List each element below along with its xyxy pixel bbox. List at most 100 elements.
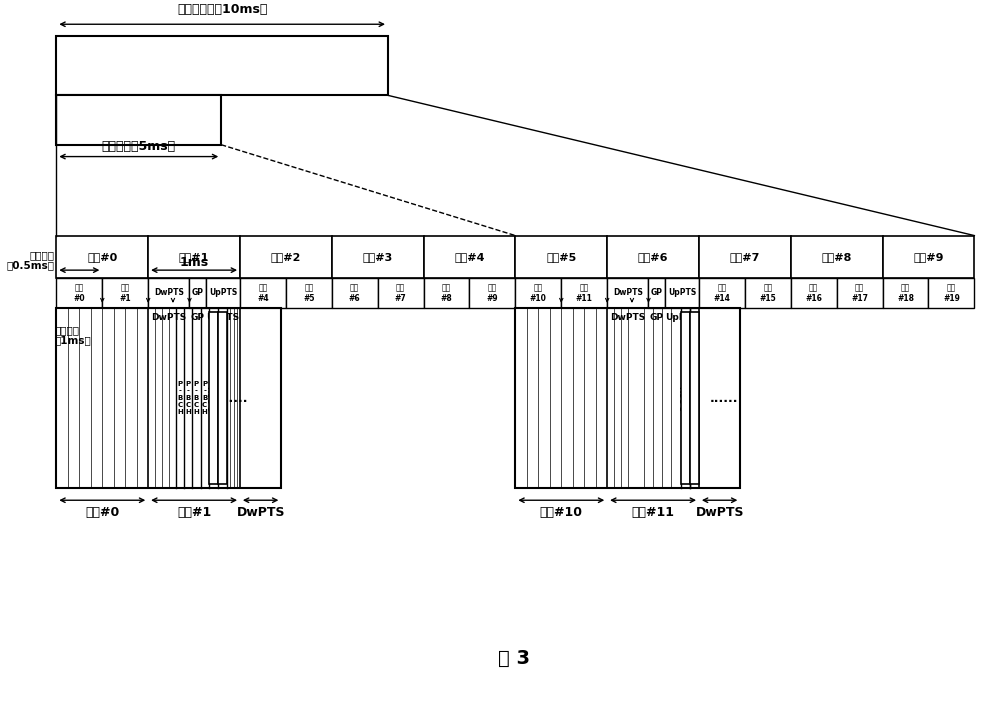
Text: 时隙
#7: 时隙 #7 [395,283,407,303]
Bar [515,308,740,489]
Text: 子帧#8: 子帧#8 [821,252,852,262]
Bar [218,312,227,484]
Text: P
-
B
C
H: P - B C H [177,381,183,415]
Bar [515,278,561,308]
Bar [102,278,148,308]
Text: 时隙
#5: 时隙 #5 [303,283,315,303]
Text: 子帧#7: 子帧#7 [730,252,760,262]
Bar [56,95,221,145]
Text: 一个无线帧（10ms）: 一个无线帧（10ms） [177,4,267,16]
Bar [791,235,883,278]
Bar [607,235,699,278]
Bar [56,235,148,278]
Text: 时隙
#19: 时隙 #19 [943,283,960,303]
Bar [665,278,699,308]
Text: DwPTS: DwPTS [236,506,285,518]
Text: 时隙
#8: 时隙 #8 [441,283,452,303]
Text: GP: GP [192,289,204,297]
Text: 时隙#11: 时隙#11 [632,506,675,518]
Text: P
-
B
C
H: P - B C H [194,381,199,415]
Text: 一个时隙: 一个时隙 [29,250,54,260]
Text: UpPTS: UpPTS [665,313,699,322]
Bar [515,235,607,278]
Text: 图 3: 图 3 [498,649,530,668]
Bar [690,312,699,484]
Text: GP: GP [191,313,205,322]
Text: DwPTS: DwPTS [151,313,186,322]
Bar [699,235,791,278]
Text: 时隙#1: 时隙#1 [177,506,211,518]
Text: 时隙#0: 时隙#0 [85,506,119,518]
Text: （0.5ms）: （0.5ms） [6,260,54,270]
Bar [648,278,665,308]
Text: 子帧#0: 子帧#0 [87,252,117,262]
Text: 子帧#5: 子帧#5 [546,252,576,262]
Text: 时隙
#0: 时隙 #0 [74,283,85,303]
Text: 1ms: 1ms [180,256,209,269]
Text: 时隙
#17: 时隙 #17 [851,283,868,303]
Bar [883,278,928,308]
Bar [699,278,745,308]
Text: GP: GP [650,313,664,322]
Text: UpPTS: UpPTS [668,289,696,297]
Text: 时隙
#16: 时隙 #16 [805,283,822,303]
Text: DwPTS: DwPTS [613,289,643,297]
Text: 子帧#3: 子帧#3 [363,252,393,262]
Text: 时隙
#18: 时隙 #18 [897,283,914,303]
Text: 时隙
#11: 时隙 #11 [576,283,593,303]
Text: 时隙
#15: 时隙 #15 [759,283,776,303]
Text: P
-
B
C
H: P - B C H [202,381,208,415]
Bar [240,278,286,308]
Text: 时隙#10: 时隙#10 [540,506,583,518]
Bar [56,278,102,308]
Bar [189,278,206,308]
Bar [148,235,240,278]
Bar [745,278,791,308]
Text: P-SCH: P-SCH [690,385,699,411]
Text: UpPTS: UpPTS [206,313,240,322]
Text: DwPTS: DwPTS [695,506,744,518]
Text: 时隙
#10: 时隙 #10 [530,283,547,303]
Text: P-SCH: P-SCH [218,385,227,411]
Text: 子帧#4: 子帧#4 [454,252,485,262]
Text: 子帧#6: 子帧#6 [638,252,668,262]
Text: ......: ...... [219,391,248,405]
Text: 子帧#9: 子帧#9 [913,252,944,262]
Text: ......: ...... [710,391,739,405]
Bar [928,278,974,308]
Bar [681,312,690,484]
Bar [607,278,648,308]
Bar [56,36,388,95]
Text: UpPTS: UpPTS [209,289,237,297]
Text: 时隙
#14: 时隙 #14 [713,283,730,303]
Bar [791,278,837,308]
Bar [148,278,189,308]
Bar [561,278,607,308]
Bar [883,235,974,278]
Text: GP: GP [651,289,663,297]
Bar [209,312,218,484]
Text: S-SCH: S-SCH [681,385,690,411]
Text: 子帧#2: 子帧#2 [271,252,301,262]
Text: 子帧#1: 子帧#1 [179,252,209,262]
Text: （1ms）: （1ms） [54,335,91,345]
Bar [378,278,424,308]
Bar [286,278,332,308]
Bar [837,278,883,308]
Text: 时隙
#1: 时隙 #1 [119,283,131,303]
Text: DwPTS: DwPTS [154,289,184,297]
Text: 一个子帧: 一个子帧 [54,325,79,335]
Text: S-SCH: S-SCH [209,385,218,411]
Bar [332,278,378,308]
Text: 时隙
#6: 时隙 #6 [349,283,361,303]
Bar [332,235,424,278]
Text: 一个半帧（5ms）: 一个半帧（5ms） [102,140,176,152]
Bar [469,278,515,308]
Bar [424,278,469,308]
Text: 时隙
#4: 时隙 #4 [257,283,269,303]
Bar [424,235,515,278]
Text: DwPTS: DwPTS [610,313,645,322]
Text: 时隙
#9: 时隙 #9 [487,283,498,303]
Bar [240,235,332,278]
Bar [206,278,240,308]
